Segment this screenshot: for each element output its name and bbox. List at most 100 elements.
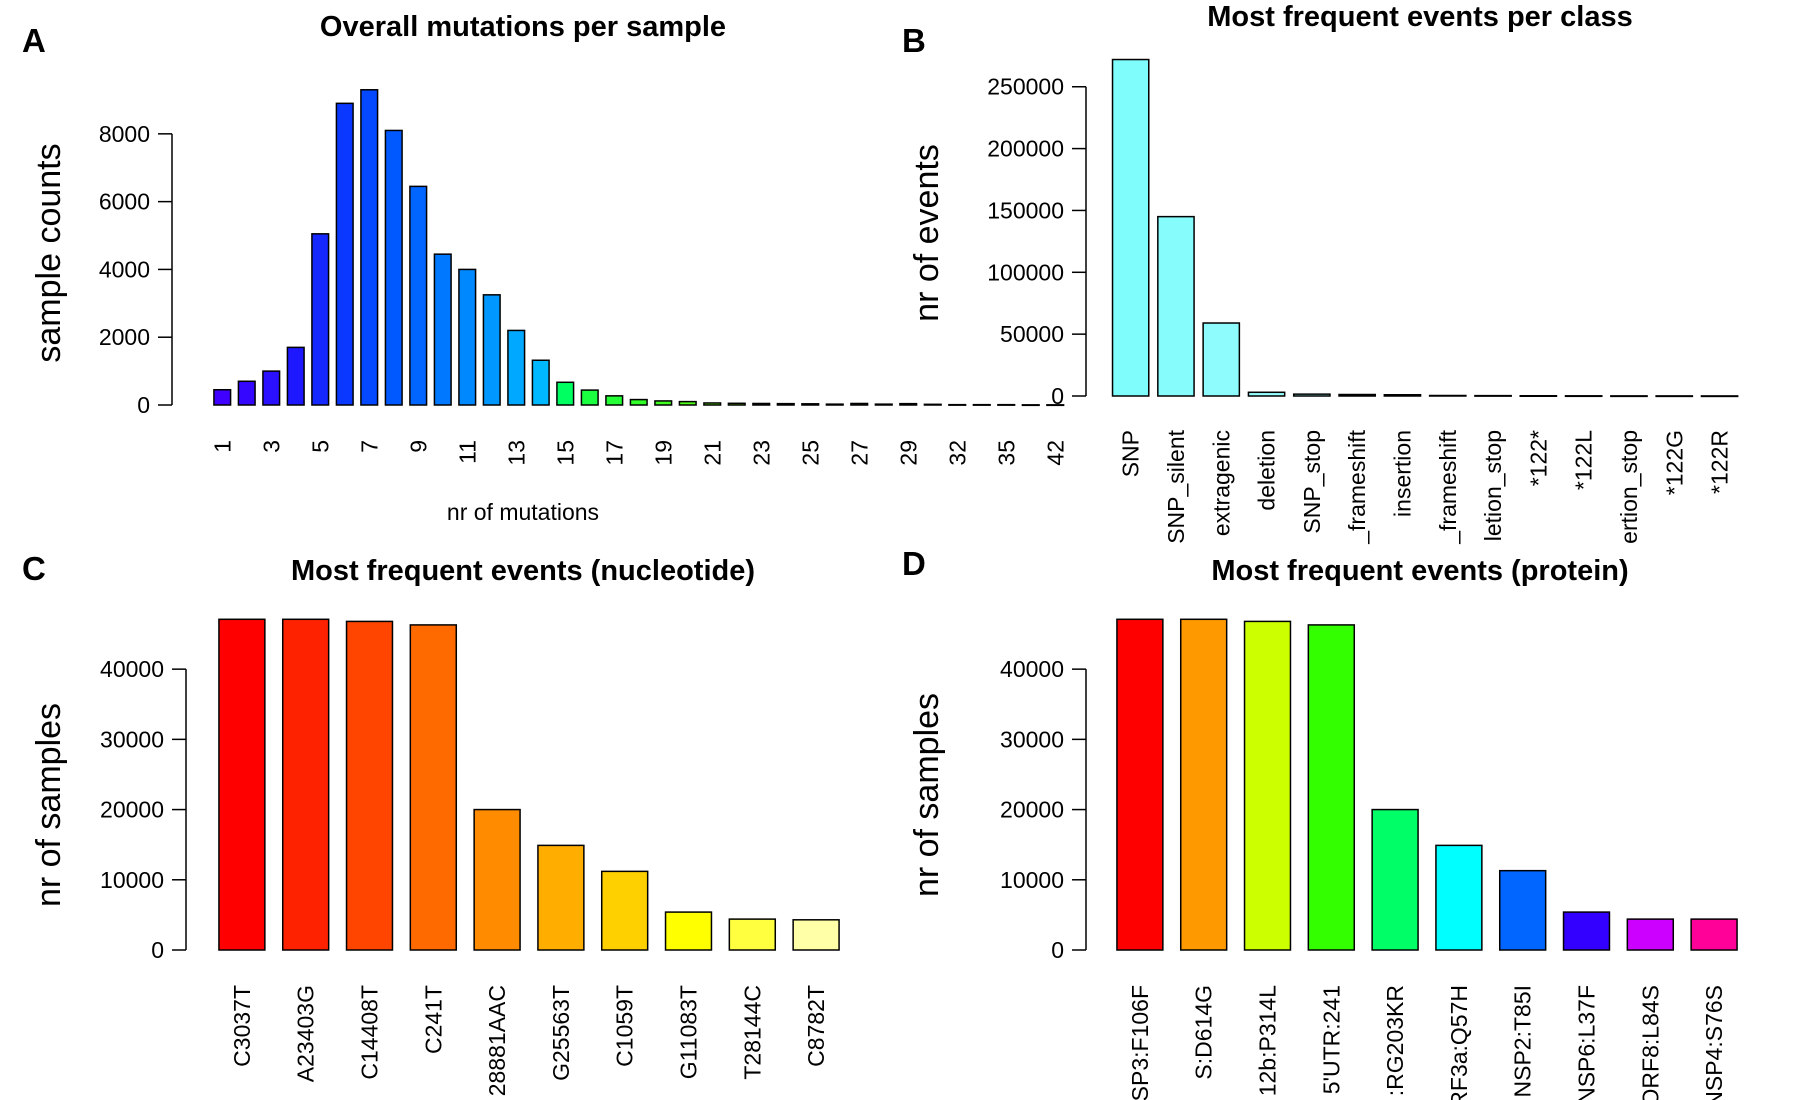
panel-b-bar (1519, 395, 1558, 398)
panel-b-x-tick-label: *122* (1525, 430, 1551, 486)
panel-d-bar (1626, 918, 1675, 951)
panel-d-plot: 0 10000 20000 30000 40000 SP3:F106F S:D614G 12b… (1000, 618, 1738, 1100)
panel-a-x-tick-label: 17 (601, 440, 627, 466)
panel-a-bar (923, 403, 942, 406)
panel-d-bar (1498, 869, 1547, 951)
panel-b-bar (1610, 395, 1648, 398)
panel-c-x-tick-label: C3037T (229, 985, 255, 1067)
panel-d-title: Most frequent events (protein) (1211, 555, 1628, 587)
panel-a-bar (531, 359, 550, 406)
panel-a-bar (776, 402, 795, 406)
panel-c-y-axis-label: nr of samples (30, 703, 68, 907)
panel-a-bar (458, 268, 477, 406)
panel-d-x-tick-label: NSP2:T85I (1510, 985, 1536, 1098)
panel-b-y-tick-label: 150000 (987, 197, 1064, 223)
panel-a-title: Overall mutations per sample (320, 11, 726, 43)
panel-d-x-tick-label: 12b:P314L (1255, 985, 1281, 1096)
panel-a-bar (605, 395, 624, 406)
panel-a-x-tick-label: 27 (846, 440, 872, 466)
panel-d-bar (1307, 624, 1356, 951)
panel-a-bar (1021, 404, 1040, 407)
panel-b-bar (1474, 394, 1512, 397)
panel-c-x-tick-label: G11083T (676, 985, 702, 1079)
panel-d-bar (1690, 918, 1738, 951)
panel-b-y-tick-label: 100000 (987, 259, 1064, 285)
panel-a-bar (262, 370, 281, 406)
panel-a-x-tick-label: 1 (209, 440, 235, 453)
panel-a-y-tick-label: 6000 (99, 189, 150, 215)
panel-b-y-tick-label: 0 (1051, 383, 1064, 409)
panel-a-x-tick-label: 11 (454, 440, 480, 464)
panel-b-bar (1564, 395, 1603, 398)
panel-a-x-tick-label: 21 (699, 440, 725, 466)
panel-a: A Overall mutations per sample sample co… (22, 11, 1068, 525)
panel-c-y-tick-label: 20000 (100, 797, 164, 823)
panel-a-x-tick-label: 19 (650, 440, 676, 466)
panel-a-bar (213, 388, 232, 406)
panel-a-bar (335, 102, 354, 406)
panel-a-bar (237, 380, 256, 406)
panel-a-bar (384, 129, 403, 406)
panel-c-bar (537, 844, 585, 951)
panel-b-bar (1111, 58, 1150, 397)
panel-c-y-tick-label: 0 (151, 937, 164, 963)
panel-a-x-tick-label: 25 (797, 440, 823, 466)
panel-b-y-axis-label: nr of events (908, 144, 946, 322)
panel-a-y-tick-label: 0 (137, 392, 150, 418)
panel-d-x-tick-label: SP3:F106F (1127, 985, 1153, 1100)
panel-b-bar (1700, 395, 1739, 398)
panel-b-x-tick-label: _frameshift (1435, 429, 1461, 544)
panel-b-x-tick-label: SNP_stop (1299, 430, 1325, 534)
panel-d: D Most frequent events (protein) nr of s… (902, 545, 1738, 1100)
panel-a-bar (433, 253, 452, 406)
panel-d-x-tick-label: S:D614G (1191, 985, 1217, 1080)
panel-b-bar (1338, 393, 1377, 397)
panel-a-bar (997, 403, 1016, 406)
panel-d-bar (1243, 620, 1292, 951)
panel-d-x-tick-label: NSP4:S76S (1701, 985, 1727, 1100)
panel-d-y-axis-label: nr of samples (908, 693, 946, 897)
panel-a-bar (825, 403, 844, 406)
panel-d-bar (1179, 618, 1228, 951)
panel-a-x-tick-label: 32 (944, 440, 970, 466)
panel-a-bar (703, 402, 722, 406)
panel-a-y-axis-label: sample counts (30, 143, 68, 362)
panel-c-bar (345, 620, 394, 951)
panel-c-x-tick-label: T28144C (739, 985, 765, 1080)
panel-d-y-tick-label: 20000 (1000, 797, 1064, 823)
panel-a-bar (629, 398, 648, 406)
panel-c-bar (409, 624, 458, 951)
panel-d-y-tick-label: 40000 (1000, 656, 1064, 682)
panel-a-x-tick-label: 23 (748, 440, 774, 466)
panel-d-x-tick-label: :RG203KR (1382, 985, 1408, 1096)
panel-a-x-tick-label: 9 (405, 440, 431, 453)
panel-b-x-tick-label: insertion (1389, 430, 1415, 517)
panel-a-bar (850, 402, 869, 406)
panel-c-bar (792, 919, 840, 951)
panel-a-x-tick-label: 5 (307, 440, 333, 453)
panel-b-bar (1655, 395, 1694, 398)
panel-c-bar (664, 911, 713, 951)
panel-b-x-tick-label: *122L (1571, 430, 1597, 490)
panel-b-x-tick-label: SNP_silent (1163, 429, 1189, 543)
panel-a-x-tick-label: 42 (1042, 440, 1068, 466)
panel-a-bar (482, 294, 501, 406)
panel-d-y-tick-label: 0 (1051, 937, 1064, 963)
panel-c-bar (281, 618, 330, 951)
panel-b-x-tick-label: *122G (1661, 430, 1687, 495)
panel-d-bar (1116, 618, 1164, 951)
panel-a-bar (948, 403, 967, 406)
panel-b-x-tick-label: _frameshift (1344, 429, 1370, 544)
panel-b-bar (1292, 393, 1331, 397)
panel-d-bar (1435, 844, 1483, 951)
panel-b-x-tick-label: letion_stop (1480, 430, 1506, 541)
panel-a-bar (580, 389, 599, 406)
panel-a-bar (556, 381, 575, 406)
panel-c: C Most frequent events (nucleotide) nr o… (22, 550, 840, 1096)
panel-c-y-tick-label: 40000 (100, 656, 164, 682)
panel-a-bar (507, 329, 526, 406)
panel-a-y-tick-label: 2000 (99, 324, 150, 350)
panel-a-x-tick-label: 3 (258, 440, 284, 453)
panel-a-x-tick-label: 13 (503, 440, 529, 466)
panel-b-bar (1202, 322, 1241, 397)
